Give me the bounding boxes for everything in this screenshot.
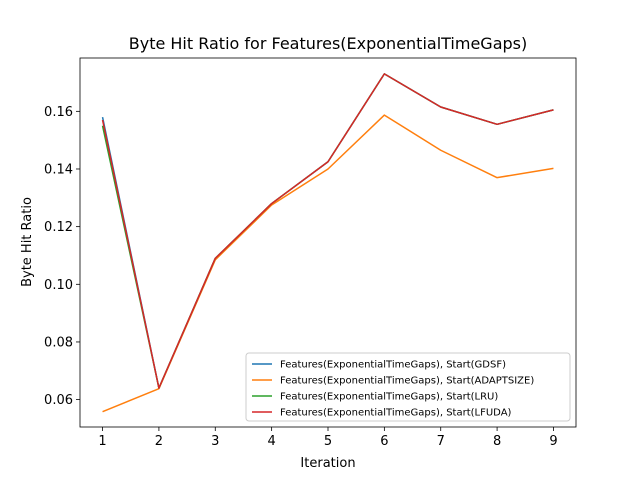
x-tick-label-8: 8 <box>493 434 501 449</box>
x-tick-label-5: 5 <box>324 434 332 449</box>
x-axis-label: Iteration <box>300 456 355 471</box>
legend-label-3: Features(ExponentialTimeGaps), Start(LRU… <box>280 392 498 403</box>
legend: Features(ExponentialTimeGaps), Start(GDS… <box>245 352 571 422</box>
legend-label-1: Features(ExponentialTimeGaps), Start(GDS… <box>280 360 506 371</box>
y-tick-label-5: 0.14 <box>44 162 73 177</box>
y-tick-label-1: 0.06 <box>44 393 73 408</box>
x-tick-label-9: 9 <box>549 434 557 449</box>
y-axis-label: Byte Hit Ratio <box>20 197 35 287</box>
x-tick-label-4: 4 <box>267 434 275 449</box>
y-tick-label-4: 0.12 <box>44 220 73 235</box>
legend-label-4: Features(ExponentialTimeGaps), Start(LFU… <box>280 408 512 419</box>
series-layer <box>101 73 554 413</box>
legend-box <box>245 352 571 422</box>
x-tick-label-3: 3 <box>211 434 219 449</box>
x-tick-label-6: 6 <box>380 434 388 449</box>
y-tick-label-3: 0.10 <box>44 278 73 293</box>
legend-label-2: Features(ExponentialTimeGaps), Start(ADA… <box>280 376 534 387</box>
y-tick-label-2: 0.08 <box>44 335 73 350</box>
chart-title: Byte Hit Ratio for Features(ExponentialT… <box>129 34 527 53</box>
series-line-4 <box>101 73 554 389</box>
y-tick-label-6: 0.16 <box>44 105 73 120</box>
x-tick-label-7: 7 <box>437 434 445 449</box>
x-tick-label-1: 1 <box>98 434 106 449</box>
x-tick-label-2: 2 <box>155 434 163 449</box>
axes-layer: 1 2 3 4 5 6 7 8 9 0.06 0.08 0.10 0.12 0.14 0.16 <box>44 57 577 449</box>
